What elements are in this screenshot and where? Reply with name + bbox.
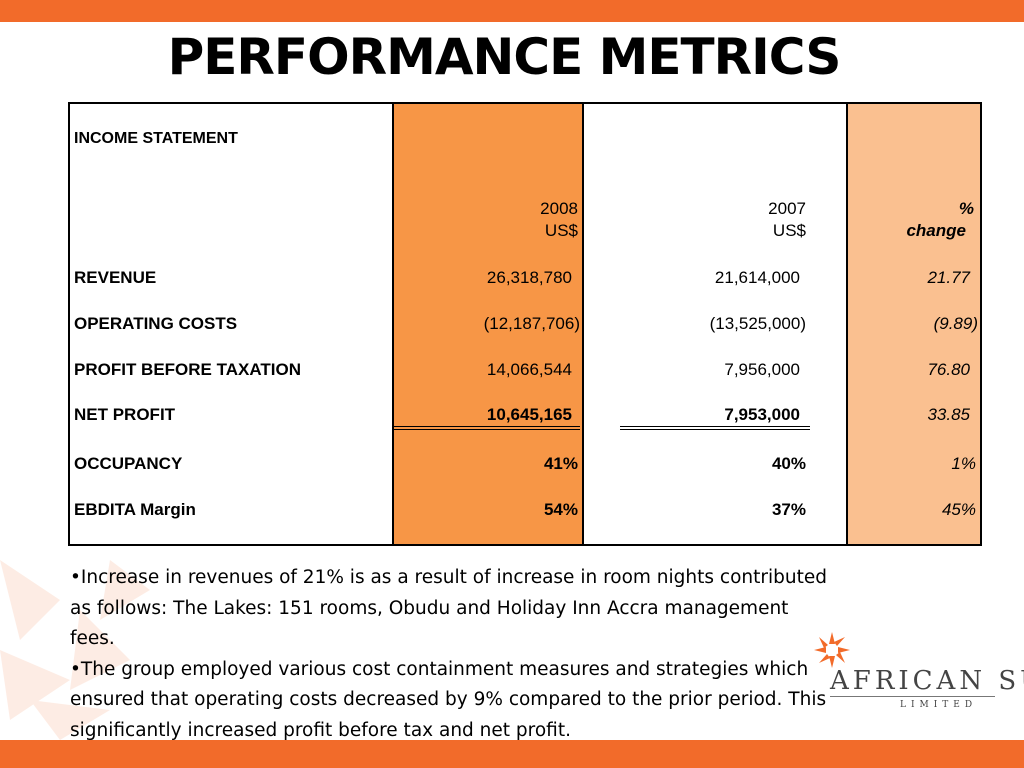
row-label-ebdita-margin: EBDITA Margin	[74, 500, 196, 519]
operating-costs-change: (9.89)	[933, 314, 978, 333]
revenue-change: 21.77	[927, 268, 970, 287]
occupancy-2008: 41%	[543, 454, 578, 473]
bottom-accent-bar	[0, 740, 1024, 768]
header-change-symbol: %	[958, 199, 974, 218]
logo-name: AFRICAN SUN	[830, 666, 1024, 696]
note-revenue: •Increase in revenues of 21% is as a res…	[70, 567, 827, 649]
header-2008-currency: US$	[544, 221, 578, 240]
row-label-occupancy: OCCUPANCY	[74, 454, 183, 473]
ebdita-margin-2008: 54%	[543, 500, 578, 519]
header-2007-currency: US$	[772, 221, 806, 240]
row-label-operating-costs: OPERATING COSTS	[74, 314, 238, 333]
operating-costs-2007: (13,525,000)	[709, 314, 806, 333]
logo-rule	[830, 696, 995, 697]
sun-flower-icon	[814, 632, 850, 668]
profit-before-taxation-change: 76.80	[927, 360, 970, 379]
net-profit-2007: 7,953,000	[724, 405, 800, 424]
profit-before-taxation-2008: 14,066,544	[486, 360, 572, 379]
commentary-notes: •Increase in revenues of 21% is as a res…	[70, 563, 830, 746]
revenue-2007: 21,614,000	[714, 268, 800, 287]
page-title: PERFORMANCE METRICS	[167, 28, 842, 86]
header-change-label: change	[906, 221, 966, 240]
net-profit-change: 33.85	[927, 405, 970, 424]
net-profit-2008: 10,645,165	[486, 405, 572, 424]
section-heading: INCOME STATEMENT	[74, 130, 238, 147]
row-label-net-profit: NET PROFIT	[74, 405, 176, 424]
net-profit-2008-double-underline	[392, 426, 580, 430]
revenue-2008: 26,318,780	[486, 268, 572, 287]
operating-costs-2008: (12,187,706)	[483, 314, 580, 333]
row-label-profit-before-taxation: PROFIT BEFORE TAXATION	[74, 360, 301, 379]
row-label-revenue: REVENUE	[74, 268, 157, 287]
ebdita-margin-change: 45%	[941, 500, 976, 519]
logo-sub: LIMITED	[900, 700, 978, 710]
ebdita-margin-2007: 37%	[771, 500, 806, 519]
occupancy-change: 1%	[951, 454, 976, 473]
income-statement-table: INCOME STATEMENT 2008 US$ 2007 US$ % cha…	[68, 102, 982, 546]
column-percent-change	[846, 104, 980, 544]
company-logo: AFRICAN SUN LIMITED	[810, 628, 1024, 718]
header-2008-year: 2008	[540, 199, 578, 218]
top-accent-bar	[0, 0, 1024, 22]
note-costs: •The group employed various cost contain…	[70, 658, 827, 741]
net-profit-2007-double-underline	[620, 426, 810, 430]
column-2008	[392, 104, 584, 544]
profit-before-taxation-2007: 7,956,000	[724, 360, 800, 379]
header-2007-year: 2007	[768, 199, 806, 218]
occupancy-2007: 40%	[771, 454, 806, 473]
